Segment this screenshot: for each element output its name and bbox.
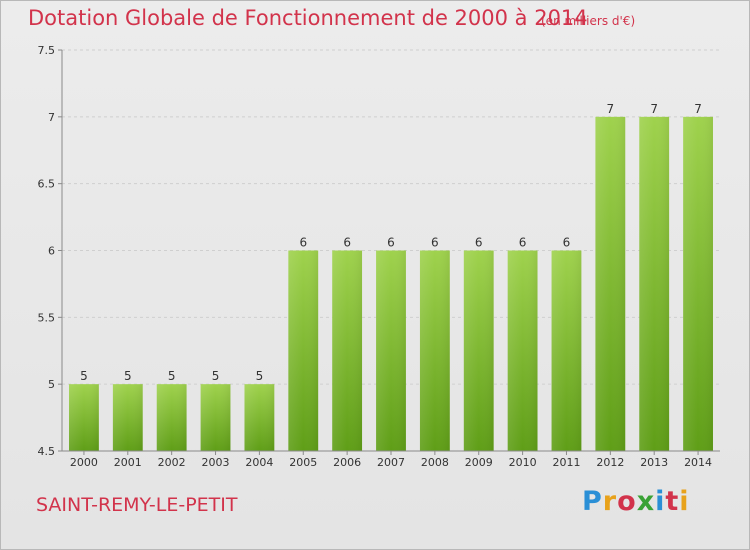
x-tick-label: 2009 (465, 456, 493, 469)
bar-shine (332, 250, 363, 451)
x-tick-label: 2010 (509, 456, 537, 469)
brand-logo: Proxiti (582, 486, 690, 517)
x-tick-label: 2013 (640, 456, 668, 469)
x-tick-label: 2007 (377, 456, 405, 469)
bar-shine (288, 250, 319, 451)
brand-letter: x (636, 486, 656, 517)
data-label: 6 (563, 236, 571, 250)
data-label: 6 (431, 236, 439, 250)
data-label: 6 (343, 236, 351, 250)
chart-subtitle: (en milliers d'€) (541, 14, 636, 28)
bar-shine (639, 116, 670, 451)
brand-letter: o (617, 486, 637, 517)
brand-letter: r (602, 486, 618, 517)
brand-letter: P (582, 486, 603, 517)
data-label: 5 (124, 369, 132, 383)
data-label: 6 (519, 236, 527, 250)
bar-shine (156, 384, 187, 451)
axis-layer: 4.5 5 5.5 6 6.5 7 7.5 5 2000 5 2001 5 2002 5 2003 5 2004… (38, 44, 720, 469)
bar-shine (69, 384, 99, 451)
data-label: 6 (387, 236, 395, 250)
bar-shine (463, 250, 494, 451)
data-label: 7 (694, 102, 702, 116)
data-label: 7 (650, 102, 658, 116)
bar-shine (551, 250, 582, 451)
bar-shine (112, 384, 143, 451)
data-label: 5 (168, 369, 176, 383)
bar-shine (419, 250, 450, 451)
data-label: 5 (212, 369, 220, 383)
brand-letter: t (665, 486, 680, 517)
data-label: 5 (256, 369, 264, 383)
data-label: 5 (80, 369, 88, 383)
x-tick-label: 2011 (552, 456, 580, 469)
city-name: SAINT-REMY-LE-PETIT (36, 494, 238, 516)
x-tick-label: 2006 (333, 456, 361, 469)
y-tick-label: 7.5 (38, 44, 56, 57)
brand-letter: i (679, 486, 690, 517)
x-tick-label: 2008 (421, 456, 449, 469)
y-tick-label: 5.5 (38, 311, 56, 324)
y-tick-label: 6 (48, 245, 55, 258)
data-label: 7 (607, 102, 615, 116)
y-tick-label: 5 (48, 378, 55, 391)
bar-shine (200, 384, 231, 451)
bar-shine (683, 116, 713, 451)
y-tick-label: 7 (48, 111, 55, 124)
x-tick-label: 2012 (596, 456, 624, 469)
bar-shine (244, 384, 275, 451)
bar-shine (595, 116, 626, 451)
x-tick-label: 2014 (684, 456, 712, 469)
chart-title: Dotation Globale de Fonctionnement de 20… (28, 6, 588, 30)
x-tick-label: 2002 (158, 456, 186, 469)
bar-layer (69, 116, 713, 451)
brand-letter: i (655, 486, 666, 517)
y-tick-label: 6.5 (38, 178, 56, 191)
y-tick-label: 4.5 (38, 445, 56, 458)
data-label: 6 (475, 236, 483, 250)
data-label: 6 (299, 236, 307, 250)
bar-shine (376, 250, 406, 451)
x-tick-label: 2004 (245, 456, 273, 469)
x-tick-label: 2003 (202, 456, 230, 469)
x-tick-label: 2005 (289, 456, 317, 469)
bar-shine (507, 250, 538, 451)
x-tick-label: 2000 (70, 456, 98, 469)
x-tick-label: 2001 (114, 456, 142, 469)
